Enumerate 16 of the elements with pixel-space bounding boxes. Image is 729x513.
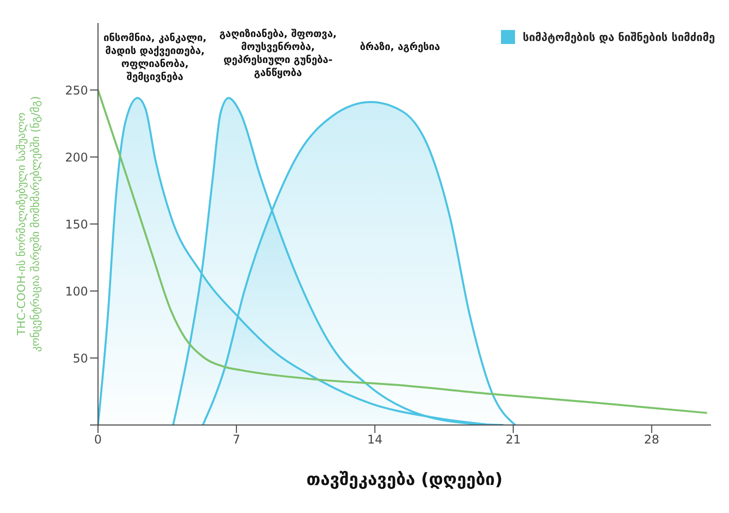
y-tick-label: 200 — [65, 150, 88, 164]
x-tick-label: 21 — [506, 432, 521, 447]
x-tick-label: 14 — [367, 432, 382, 447]
legend-label: სიმპტომების და ნიშნების სიმძიმე — [522, 30, 715, 44]
annotation: გაღიზიანება, შფოთვა, მოუსვენრობა, დეპრესიული გუნება- განწყობა — [219, 29, 337, 79]
annotation: ბრაზი, აგრესია — [358, 41, 442, 54]
y-tick-label: 50 — [72, 351, 88, 366]
x-tick-label: 0 — [94, 432, 102, 447]
x-tick-label: 7 — [232, 432, 240, 447]
y-tick-label: 150 — [65, 217, 88, 232]
y-axis-title: THC-COOH-ის ნორმალიზებული საშუალო კონცენტრაცია შარდში მომხმარებლებში (ნგ/მგ) — [15, 96, 42, 352]
x-axis-title: თავშეკავება (დღეები) — [306, 470, 503, 490]
y-tick-label: 100 — [65, 284, 88, 298]
y-tick-label: 250 — [65, 83, 88, 98]
x-tick-label: 28 — [644, 432, 660, 447]
annotation: ინსომნია, კანკალი, მადის დაქვეითება, ოფლიანობა, შემცივნება — [103, 33, 206, 83]
